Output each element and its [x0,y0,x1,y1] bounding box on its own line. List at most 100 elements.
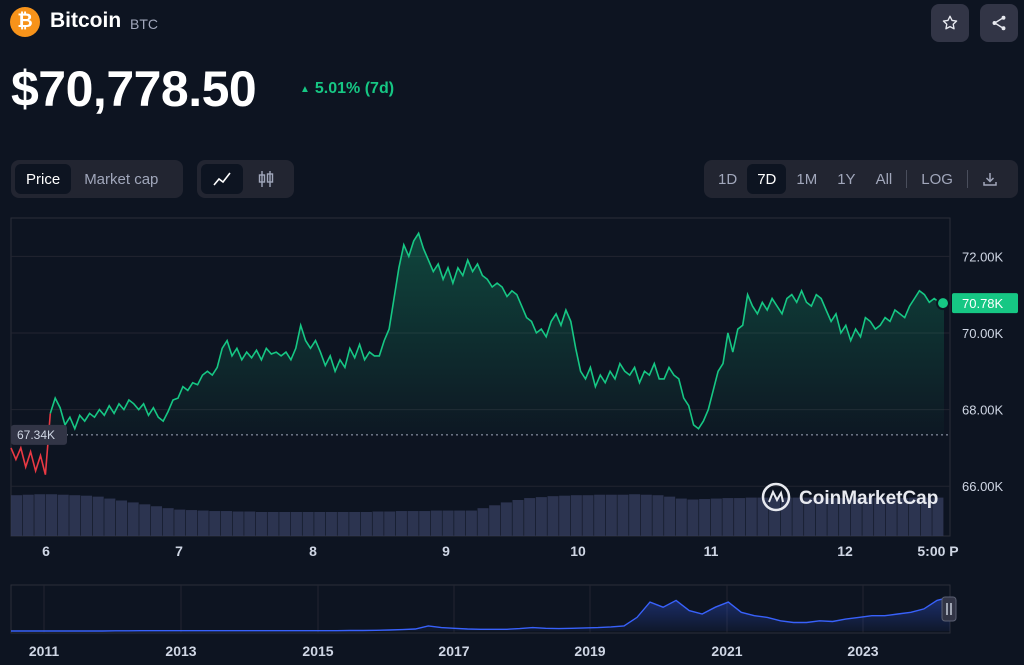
overview-x-axis: 2011 2013 2015 2017 2019 2021 2023 [29,643,879,659]
chart-type-toggle [197,160,294,198]
range-all[interactable]: All [875,170,893,188]
overview-handle[interactable] [941,596,957,622]
y-tick-label: 68.00K [962,403,1004,418]
metric-toggle: Price Market cap [11,160,183,198]
coinmarketcap-watermark: CoinMarketCap [761,482,938,512]
price-change-7d: ▲ 5.01% (7d) [300,80,394,98]
volume-bar [139,504,151,536]
overview-area-fill [11,597,950,631]
x-tick-label: 6 [42,543,50,559]
tab-price[interactable]: Price [15,164,72,194]
volume-bar [757,497,769,536]
volume-bar [734,498,746,536]
price-area-fill [50,233,945,435]
overview-series [11,596,951,632]
current-price-tag [952,293,1018,314]
volume-bar [22,494,34,536]
volume-bar [920,497,932,536]
volume-bar [395,511,407,536]
overview-tick-label: 2013 [165,643,196,659]
price-change-text: 5.01% (7d) [314,80,395,97]
volume-bar [290,512,302,536]
volume-bar [605,494,617,536]
x-axis: 6 7 8 9 10 11 12 5:00 P [42,543,959,559]
overview-tick-label: 2015 [302,643,333,659]
y-tick-label: 72.00K [962,249,1004,264]
volume-bar [629,494,641,536]
volume-bar [104,498,116,536]
volume-bar [430,510,442,536]
volume-bar [874,497,886,536]
tab-market-cap[interactable]: Market cap [84,170,159,188]
volume-bar [302,512,314,536]
current-price-tag-label: 70.78K [962,296,1004,311]
watermark-text: CoinMarketCap [799,488,938,509]
download-button[interactable] [972,164,1008,194]
overview-line [11,596,951,632]
volume-bar [185,510,197,536]
overview-tick-label: 2021 [711,643,742,659]
volume-bar [325,512,337,536]
volume-bar [372,511,384,536]
volume-bar [384,511,396,536]
volume-bar [780,497,792,536]
volume-bar [92,496,104,536]
x-tick-label: 5:00 P [917,543,958,559]
volume-bar [314,512,326,536]
range-1m[interactable]: 1M [796,170,818,188]
volume-bar [582,495,594,536]
volume-bar [640,494,652,536]
volume-bar [862,497,874,536]
watchlist-star-button[interactable] [931,4,969,42]
y-tick-label: 66.00K [962,479,1004,494]
volume-bar [162,508,174,536]
volume-bar [80,495,93,536]
candlestick-button[interactable] [245,164,287,194]
overview-handle-box[interactable] [941,596,957,622]
caret-up-icon: ▲ [300,83,310,95]
candlestick-icon [258,171,274,187]
volume-bar [244,511,256,536]
log-scale-toggle[interactable]: LOG [921,170,953,188]
y-axis: 72.00K 70.00K 68.00K 66.00K [962,249,1004,494]
line-chart-button[interactable] [201,164,243,194]
coinmarketcap-logo-mark [768,489,784,503]
x-tick-label: 12 [837,543,853,559]
volume-bar [617,494,629,536]
overview-gridlines [43,585,864,633]
x-tick-label: 10 [570,543,586,559]
volume-bar [349,512,361,536]
volume-bar [652,495,664,536]
volume-bar [360,512,372,536]
volume-bar [535,497,547,536]
toolbar-divider [966,170,968,188]
bitcoin-icon: ₿ [10,7,40,37]
volume-bar [267,512,279,536]
volume-bar [465,510,477,536]
volume-bar [209,511,221,536]
volume-bar [885,498,897,536]
download-icon [983,173,997,186]
volume-bar [839,498,851,536]
volume-bar [512,500,524,536]
volume-bar [174,509,186,536]
price-line-up [49,231,945,431]
volume-bar [897,498,909,536]
volume-bar [150,506,163,536]
volume-bar [769,497,781,536]
overview-tick-label: 2019 [574,643,605,659]
overview-tick-label: 2023 [847,643,878,659]
volume-bar [232,511,244,536]
range-1d[interactable]: 1D [718,170,738,188]
volume-bar [745,497,757,536]
x-tick-label: 8 [309,543,317,559]
volume-bar [57,494,69,536]
y-tick-label: 70.00K [962,326,1004,341]
range-1y[interactable]: 1Y [837,170,856,188]
share-button[interactable] [980,4,1018,42]
volume-bar [559,495,571,536]
range-7d[interactable]: 7D [747,164,787,194]
volume-bar [454,510,466,536]
volume-bar [524,498,536,536]
